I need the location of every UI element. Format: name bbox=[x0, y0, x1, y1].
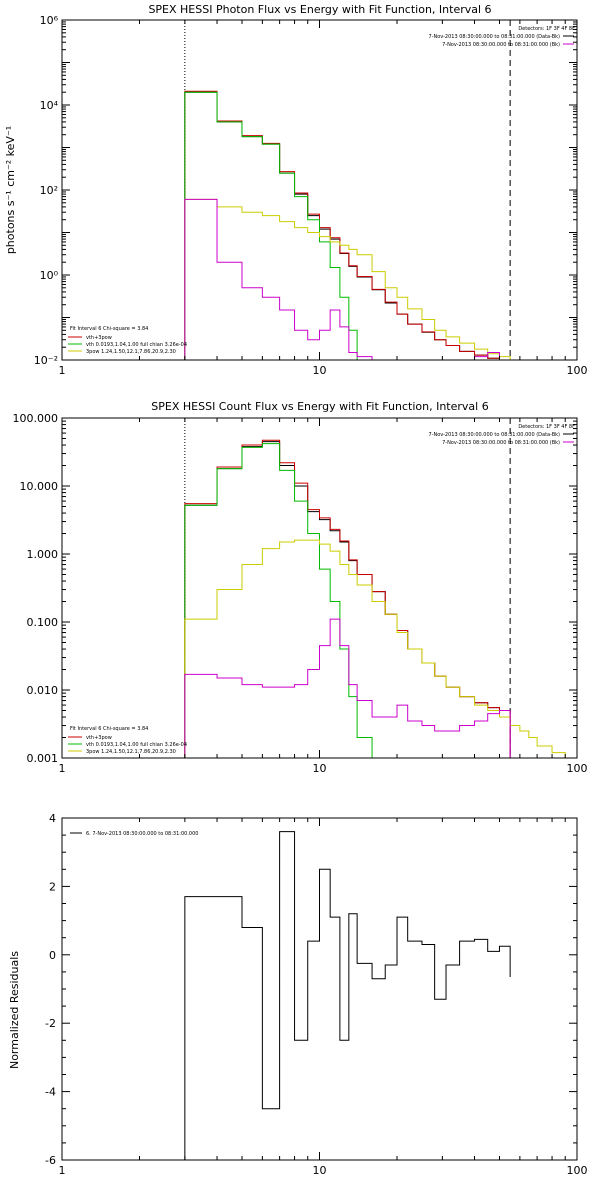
count-legend-vth: vth 0.0193,1.04,1.00 full chian 3.26e-04 bbox=[86, 742, 187, 748]
x-tick-label: 100 bbox=[567, 364, 588, 377]
y-tick-label: 10⁴ bbox=[40, 99, 59, 112]
residuals-legend: 6. 7-Nov-2013 08:30:00.000 to 08:31:00.0… bbox=[70, 831, 198, 837]
count-legend-data-bk: 7-Nov-2013 08:30:00.000 to 08:31:00.000 … bbox=[429, 432, 561, 438]
count-flux-panel: SPEX HESSI Count Flux vs Energy with Fit… bbox=[13, 400, 588, 775]
count-plot-frame bbox=[61, 417, 578, 759]
y-tick-label: 10⁻² bbox=[34, 354, 58, 367]
x-tick-label: 1 bbox=[59, 364, 66, 377]
x-tick-label: 10 bbox=[313, 1164, 327, 1177]
residuals-legend-label: 6. 7-Nov-2013 08:30:00.000 to 08:31:00.0… bbox=[86, 831, 198, 837]
x-tick-label: 1 bbox=[59, 1164, 66, 1177]
series-line-4 bbox=[184, 198, 511, 361]
count-legend-detectors: Detectors: 1F 3F 4F 8F bbox=[518, 424, 575, 430]
y-tick-label: 10⁶ bbox=[40, 14, 59, 27]
y-tick-label: 0 bbox=[49, 949, 56, 962]
series-line-2 bbox=[184, 443, 386, 759]
photon-legend-bk: 7-Nov-2013 08:30:00.000 to 08:31:00.000 … bbox=[442, 42, 560, 48]
y-tick-label: 0.001 bbox=[27, 752, 59, 765]
y-tick-label: 2 bbox=[49, 880, 56, 893]
count-legend-top: Detectors: 1F 3F 4F 8F 7-Nov-2013 08:30:… bbox=[429, 424, 576, 446]
count-legend-3pow: 3pow 1.24,1.50,12.1,7.86,20.9,2.30 bbox=[86, 749, 176, 755]
series-line-4 bbox=[184, 618, 511, 758]
photon-legend-data-bk: 7-Nov-2013 08:30:00.000 to 08:31:00.000 … bbox=[429, 34, 561, 40]
photon-legend-total: vth+3pow bbox=[86, 335, 112, 341]
y-tick-label: 10.000 bbox=[20, 480, 59, 493]
photon-legend-top: Detectors: 1F 3F 4F 8F 7-Nov-2013 08:30:… bbox=[429, 26, 576, 48]
count-legend-bk: 7-Nov-2013 08:30:00.000 to 08:31:00.000 … bbox=[442, 440, 560, 446]
series-line-0 bbox=[184, 831, 511, 1160]
photon-chart-title: SPEX HESSI Photon Flux vs Energy with Fi… bbox=[148, 3, 491, 16]
series-line-1 bbox=[184, 439, 511, 758]
series-line-1 bbox=[184, 90, 511, 361]
series-line-2 bbox=[184, 91, 386, 361]
y-tick-label: 100.000 bbox=[13, 412, 59, 425]
y-tick-label: 0.100 bbox=[27, 616, 59, 629]
y-tick-label: 10⁰ bbox=[40, 269, 59, 282]
count-chart-title: SPEX HESSI Count Flux vs Energy with Fit… bbox=[151, 400, 488, 413]
photon-legend-fit-interval: Fit Interval 6 Chi-square = 3.84 bbox=[70, 326, 148, 332]
count-legend-total: vth+3pow bbox=[86, 735, 112, 741]
residuals-y-axis-label: Normalized Residuals bbox=[8, 951, 21, 1069]
y-tick-label: 10² bbox=[40, 184, 58, 197]
y-tick-label: 1.000 bbox=[27, 548, 59, 561]
photon-legend-3pow: 3pow 1.24,1.50,12.1,7.86,20.9,2.30 bbox=[86, 349, 176, 355]
y-tick-label: -6 bbox=[45, 1154, 56, 1167]
series-line-3 bbox=[184, 198, 538, 361]
photon-legend-detectors: Detectors: 1F 3F 4F 8F bbox=[518, 26, 575, 32]
photon-flux-panel: SPEX HESSI Photon Flux vs Energy with Fi… bbox=[4, 3, 588, 377]
photon-plot-frame bbox=[61, 19, 578, 361]
photon-legend-bottom: Fit Interval 6 Chi-square = 3.84 vth+3po… bbox=[68, 326, 187, 355]
photon-y-axis-label: photons s⁻¹ cm⁻² keV⁻¹ bbox=[4, 126, 17, 254]
photon-legend-vth: vth 0.0193,1.04,1.00 full chian 3.26e-04 bbox=[86, 342, 187, 348]
series-line-0 bbox=[184, 441, 511, 758]
residuals-panel: Normalized Residuals 1 10 100 -6 -4 -2 0 2 4 6. … bbox=[8, 812, 588, 1177]
count-legend-bottom: Fit Interval 6 Chi-square = 3.84 vth+3po… bbox=[68, 726, 187, 755]
y-tick-label: -4 bbox=[45, 1086, 56, 1099]
y-tick-label: -2 bbox=[45, 1017, 56, 1030]
x-tick-label: 100 bbox=[567, 762, 588, 775]
y-tick-label: 0.010 bbox=[27, 684, 59, 697]
x-tick-label: 10 bbox=[313, 762, 327, 775]
x-tick-label: 100 bbox=[567, 1164, 588, 1177]
series-line-0 bbox=[184, 91, 511, 361]
x-tick-label: 10 bbox=[313, 364, 327, 377]
y-tick-label: 4 bbox=[49, 812, 56, 825]
count-legend-fit-interval: Fit Interval 6 Chi-square = 3.84 bbox=[70, 726, 148, 732]
series-line-3 bbox=[184, 539, 577, 759]
x-tick-label: 1 bbox=[59, 762, 66, 775]
